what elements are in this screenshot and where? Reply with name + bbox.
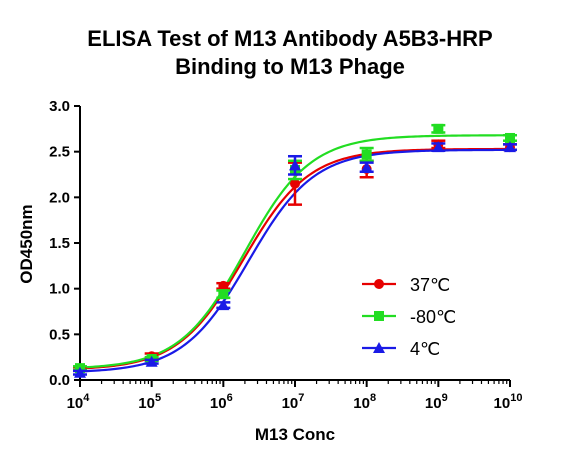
legend: 37℃ -80℃ 4℃ [362,275,456,359]
data-point [504,141,516,153]
x-axis-label: M13 Conc [255,425,335,444]
x-tick-label: 108 [353,392,376,412]
data-point [432,141,445,153]
chart-title-line-2: Binding to M13 Phage [175,54,405,79]
legend-label: 37℃ [410,275,450,295]
x-tick-label: 107 [282,392,305,412]
y-tick-label: 0.0 [49,372,70,389]
y-tick-label: 2.5 [49,144,70,161]
data-point [433,123,444,134]
y-axis-label: OD450nm [17,204,36,283]
data-point [217,299,230,311]
data-point [74,366,86,378]
data-point [505,132,515,143]
y-tick-label: 1.0 [49,281,70,298]
y-tick-label: 1.5 [49,235,70,252]
data-point [145,355,158,367]
x-tick-label: 109 [425,392,448,412]
data-point [289,159,301,171]
legend-marker [374,311,384,321]
legend-label: 4℃ [410,339,440,359]
data-point [360,161,373,173]
axes: 0.0 0.5 1.0 1.5 2.0 2.5 3.0 104 105 106 107 108 109 1… [49,98,522,412]
legend-marker [373,342,385,353]
y-tick-label: 0.5 [49,326,70,343]
legend-label: -80℃ [410,307,456,327]
y-tick-label: 2.0 [49,189,70,206]
x-tick-label: 106 [210,392,233,412]
y-tick-label: 3.0 [49,98,70,115]
data-points [73,123,517,378]
x-tick-label: 1010 [494,392,523,412]
legend-marker [374,279,384,289]
chart-title-line-1: ELISA Test of M13 Antibody A5B3-HRP [87,26,492,51]
data-point [361,149,372,160]
data-point [218,280,229,291]
data-point [290,178,300,189]
data-point [218,289,229,300]
x-tick-label: 105 [138,392,161,412]
x-tick-label: 104 [67,392,91,412]
